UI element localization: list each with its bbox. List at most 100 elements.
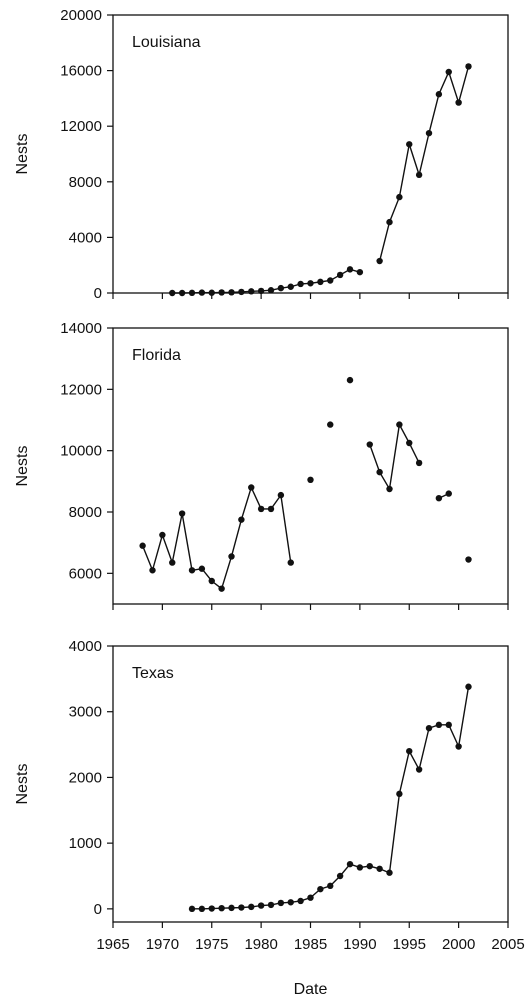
data-point bbox=[198, 565, 206, 572]
y-tick-label: 0 bbox=[94, 285, 102, 302]
data-point bbox=[257, 287, 265, 295]
series-line bbox=[141, 485, 292, 590]
data-point bbox=[277, 899, 285, 907]
data-point bbox=[228, 553, 235, 560]
data-point bbox=[435, 721, 443, 729]
data-point bbox=[238, 288, 245, 296]
data-point bbox=[198, 289, 206, 296]
data-point bbox=[297, 897, 304, 905]
data-point bbox=[277, 284, 285, 292]
data-point bbox=[188, 289, 196, 297]
data-point bbox=[376, 257, 383, 265]
data-point bbox=[248, 288, 255, 295]
data-point bbox=[178, 289, 186, 297]
y-tick-label: 20000 bbox=[60, 7, 102, 24]
data-point bbox=[386, 869, 393, 876]
data-point bbox=[267, 901, 275, 909]
data-point bbox=[396, 193, 403, 201]
data-point bbox=[406, 747, 413, 755]
data-point bbox=[406, 141, 413, 148]
x-tick-label: 1975 bbox=[195, 936, 228, 953]
y-axis-title: Nests bbox=[14, 134, 31, 175]
data-point bbox=[257, 505, 265, 513]
plot-frame bbox=[112, 645, 509, 923]
y-tick-label: 4000 bbox=[69, 229, 102, 246]
data-point bbox=[169, 559, 176, 566]
panel-florida: 6000 8000 10000 12000 14000 Nests Florida bbox=[14, 320, 509, 610]
y-tick-label: 3000 bbox=[69, 704, 102, 721]
data-point bbox=[287, 283, 294, 290]
data-point bbox=[346, 860, 354, 868]
data-point bbox=[327, 882, 334, 890]
data-point bbox=[317, 278, 324, 286]
y-tick-label: 6000 bbox=[69, 565, 102, 582]
y-tick-label: 0 bbox=[94, 901, 102, 918]
data-point bbox=[445, 68, 452, 76]
data-point bbox=[366, 441, 373, 448]
data-point bbox=[376, 865, 383, 872]
data-point bbox=[238, 516, 245, 523]
data-point bbox=[356, 864, 364, 871]
data-point bbox=[415, 766, 423, 773]
data-point bbox=[248, 484, 255, 491]
y-tick-label: 1000 bbox=[69, 835, 102, 852]
data-point bbox=[307, 476, 314, 483]
data-point bbox=[257, 902, 265, 909]
data-point bbox=[218, 905, 225, 912]
plot-frame bbox=[112, 14, 509, 294]
y-tick-label: 12000 bbox=[60, 118, 102, 135]
data-point bbox=[415, 171, 423, 179]
data-point bbox=[238, 904, 245, 911]
y-axis-title: Nests bbox=[14, 764, 31, 805]
data-point bbox=[465, 63, 472, 70]
data-point bbox=[287, 559, 294, 566]
data-point bbox=[336, 271, 344, 279]
y-tick-label: 14000 bbox=[60, 320, 102, 337]
data-point bbox=[465, 683, 472, 690]
x-tick-label: 1980 bbox=[244, 936, 277, 953]
data-point bbox=[317, 885, 324, 893]
y-tick-label: 8000 bbox=[69, 174, 102, 191]
y-tick-label: 12000 bbox=[60, 381, 102, 398]
data-point bbox=[445, 490, 452, 497]
data-point bbox=[248, 903, 255, 911]
data-point bbox=[386, 485, 393, 493]
data-point bbox=[228, 904, 235, 912]
data-point bbox=[149, 567, 156, 574]
panel-louisiana: 0 4000 8000 12000 16000 20000 Nests Louisiana bbox=[14, 7, 509, 302]
data-point bbox=[465, 556, 472, 563]
x-tick-label: 1970 bbox=[146, 936, 179, 953]
x-tick-label: 1995 bbox=[393, 936, 426, 953]
panel-title: Texas bbox=[132, 665, 174, 682]
y-axis-title: Nests bbox=[14, 446, 31, 487]
data-point bbox=[425, 724, 433, 732]
data-point bbox=[307, 280, 314, 287]
data-point bbox=[139, 542, 146, 549]
data-point bbox=[386, 218, 393, 226]
y-tick-label: 2000 bbox=[69, 769, 102, 786]
data-point bbox=[208, 905, 215, 912]
x-tick-label: 1985 bbox=[294, 936, 327, 953]
x-tick-label: 2005 bbox=[491, 936, 524, 953]
x-tick-label: 1965 bbox=[96, 936, 129, 953]
data-point bbox=[327, 277, 334, 284]
data-point bbox=[346, 376, 354, 384]
data-point bbox=[336, 872, 344, 880]
data-point bbox=[445, 721, 452, 729]
data-point bbox=[218, 585, 225, 592]
data-point bbox=[366, 862, 373, 870]
data-point bbox=[218, 289, 225, 296]
data-point bbox=[169, 289, 176, 297]
data-point bbox=[198, 905, 206, 913]
series-line bbox=[378, 66, 470, 262]
data-point bbox=[178, 510, 186, 517]
data-point bbox=[188, 567, 196, 574]
data-point bbox=[376, 468, 383, 476]
data-point bbox=[208, 577, 215, 585]
data-point bbox=[425, 129, 433, 137]
data-point bbox=[287, 899, 294, 906]
data-point bbox=[267, 505, 275, 513]
data-point bbox=[159, 531, 166, 539]
data-point bbox=[208, 289, 215, 296]
